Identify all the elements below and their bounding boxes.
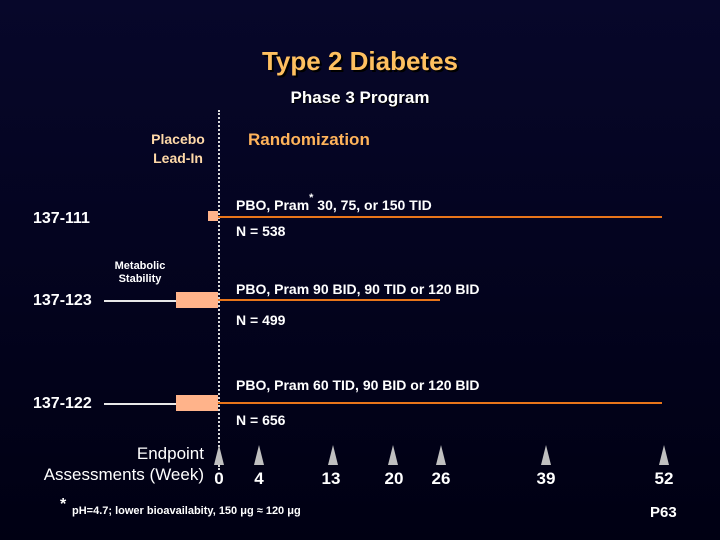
endpoint-assessments-label: Endpoint Assessments (Week) (43, 444, 204, 484)
randomization-divider (218, 110, 220, 470)
study-arms-137-111: PBO, Pram* 30, 75, or 150 TID (236, 192, 432, 213)
footnote: pH=4.7; lower bioavailabity, 150 μg ≈ 12… (72, 505, 301, 517)
footnote-marker: * (309, 192, 314, 204)
pre-phase-line-137-122 (104, 403, 176, 405)
assessment-arrow-icon (214, 445, 224, 465)
study-id-137-111: 137-111 (33, 210, 90, 227)
placebo-lead-in-label: Placebo Lead-In (151, 131, 205, 166)
week-label: 4 (254, 469, 264, 488)
assessment-arrow-icon (328, 445, 338, 465)
randomization-label: Randomization (248, 130, 370, 149)
lead-in-block-137-111 (208, 211, 218, 221)
footnote-marker: * (60, 496, 67, 513)
assessment-arrow-icon (541, 445, 551, 465)
enrollment-137-111: N = 538 (236, 223, 286, 239)
page-subtitle: Phase 3 Program (290, 88, 430, 107)
lead-in-block-137-123 (176, 292, 218, 308)
pre-phase-line-137-123 (104, 300, 176, 302)
study-arms-137-122: PBO, Pram 60 TID, 90 BID or 120 BID (236, 377, 480, 393)
study-arms-137-123: PBO, Pram 90 BID, 90 TID or 120 BID (236, 281, 480, 297)
assessment-arrow-icon (254, 445, 264, 465)
week-label: 0 (214, 469, 224, 488)
slide-code: P63 (650, 504, 677, 521)
metabolic-stability-label: Metabolic Stability (114, 260, 166, 285)
enrollment-137-122: N = 656 (236, 412, 286, 428)
assessment-arrow-icon (436, 445, 446, 465)
week-label: 20 (384, 469, 404, 488)
page-title: Type 2 Diabetes (261, 46, 459, 76)
treatment-line-137-123 (218, 299, 440, 301)
enrollment-137-123: N = 499 (236, 312, 286, 328)
week-label: 26 (431, 469, 451, 488)
assessment-arrow-icon (388, 445, 398, 465)
week-label: 52 (654, 469, 674, 488)
week-label: 13 (321, 469, 341, 488)
assessment-arrow-icon (659, 445, 669, 465)
week-label: 39 (536, 469, 556, 488)
treatment-line-137-122 (218, 402, 662, 404)
lead-in-block-137-122 (176, 395, 218, 411)
study-id-137-123: 137-123 (33, 292, 92, 309)
study-id-137-122: 137-122 (33, 395, 92, 412)
treatment-line-137-111 (218, 216, 662, 218)
